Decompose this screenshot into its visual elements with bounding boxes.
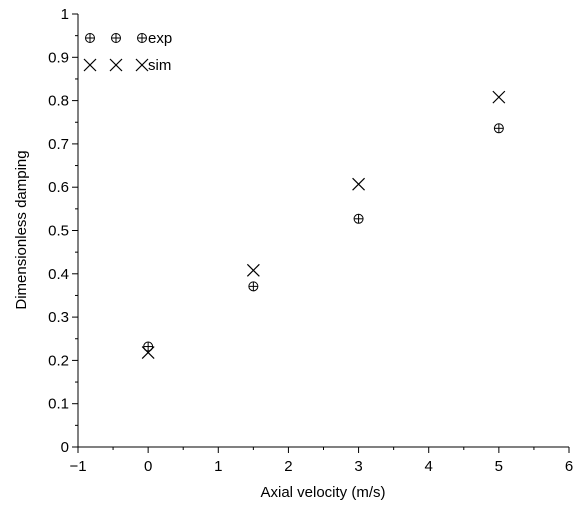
exp-point <box>493 123 504 134</box>
x-tick-label: 5 <box>495 458 503 475</box>
legend-sim-marker <box>135 58 149 72</box>
legend-exp-marker <box>137 33 147 43</box>
x-tick-label: 0 <box>144 458 152 475</box>
marker-stroke-b <box>135 58 149 72</box>
x-tick-label: 6 <box>565 458 573 475</box>
legend-exp-label: exp <box>148 30 172 47</box>
marker-stroke-b <box>141 346 155 360</box>
x-axis-label: Axial velocity (m/s) <box>260 484 385 501</box>
y-ticks: 0 0.1 0.2 0.3 0.4 0.5 0.6 0.7 0.8 0.9 1 <box>48 6 78 456</box>
legend: exp sim <box>83 30 172 74</box>
sim-point <box>352 177 365 191</box>
marker-stroke-b <box>492 90 506 104</box>
legend-exp-marker <box>85 33 95 43</box>
marker-stroke-b <box>246 263 260 277</box>
x-tick-label: −1 <box>69 458 86 475</box>
y-tick-label: 1 <box>61 6 69 23</box>
marker-stroke-b <box>352 177 365 191</box>
legend-sim-marker <box>109 58 123 72</box>
x-tick-label: 3 <box>354 458 362 475</box>
legend-exp-marker <box>111 33 121 43</box>
sim-point <box>246 263 260 277</box>
marker-stroke-b <box>83 58 97 72</box>
x-tick-label: 1 <box>214 458 222 475</box>
exp-point <box>248 281 259 292</box>
y-tick-label: 0.4 <box>48 266 69 283</box>
plot-axes <box>77 14 569 448</box>
y-tick-label: 0.2 <box>48 352 69 369</box>
y-tick-label: 0.3 <box>48 309 69 326</box>
y-tick-label: 0.1 <box>48 396 69 413</box>
x-tick-label: 4 <box>425 458 433 475</box>
data-points <box>141 90 506 360</box>
x-ticks: −1 0 1 2 3 4 5 6 <box>69 447 573 475</box>
x-tick-label: 2 <box>284 458 292 475</box>
marker-stroke-b <box>109 58 123 72</box>
exp-point <box>143 341 154 352</box>
legend-sim-marker <box>83 58 97 72</box>
sim-point <box>492 90 506 104</box>
y-tick-label: 0.7 <box>48 136 69 153</box>
y-tick-label: 0.9 <box>48 49 69 66</box>
sim-point <box>141 346 155 360</box>
y-axis-label: Dimensionless damping <box>13 150 30 309</box>
y-tick-label: 0.8 <box>48 93 69 110</box>
exp-point <box>353 213 364 224</box>
y-tick-label: 0.6 <box>48 179 69 196</box>
legend-sim-label: sim <box>148 57 171 74</box>
y-tick-label: 0 <box>61 439 69 456</box>
y-tick-label: 0.5 <box>48 223 69 240</box>
